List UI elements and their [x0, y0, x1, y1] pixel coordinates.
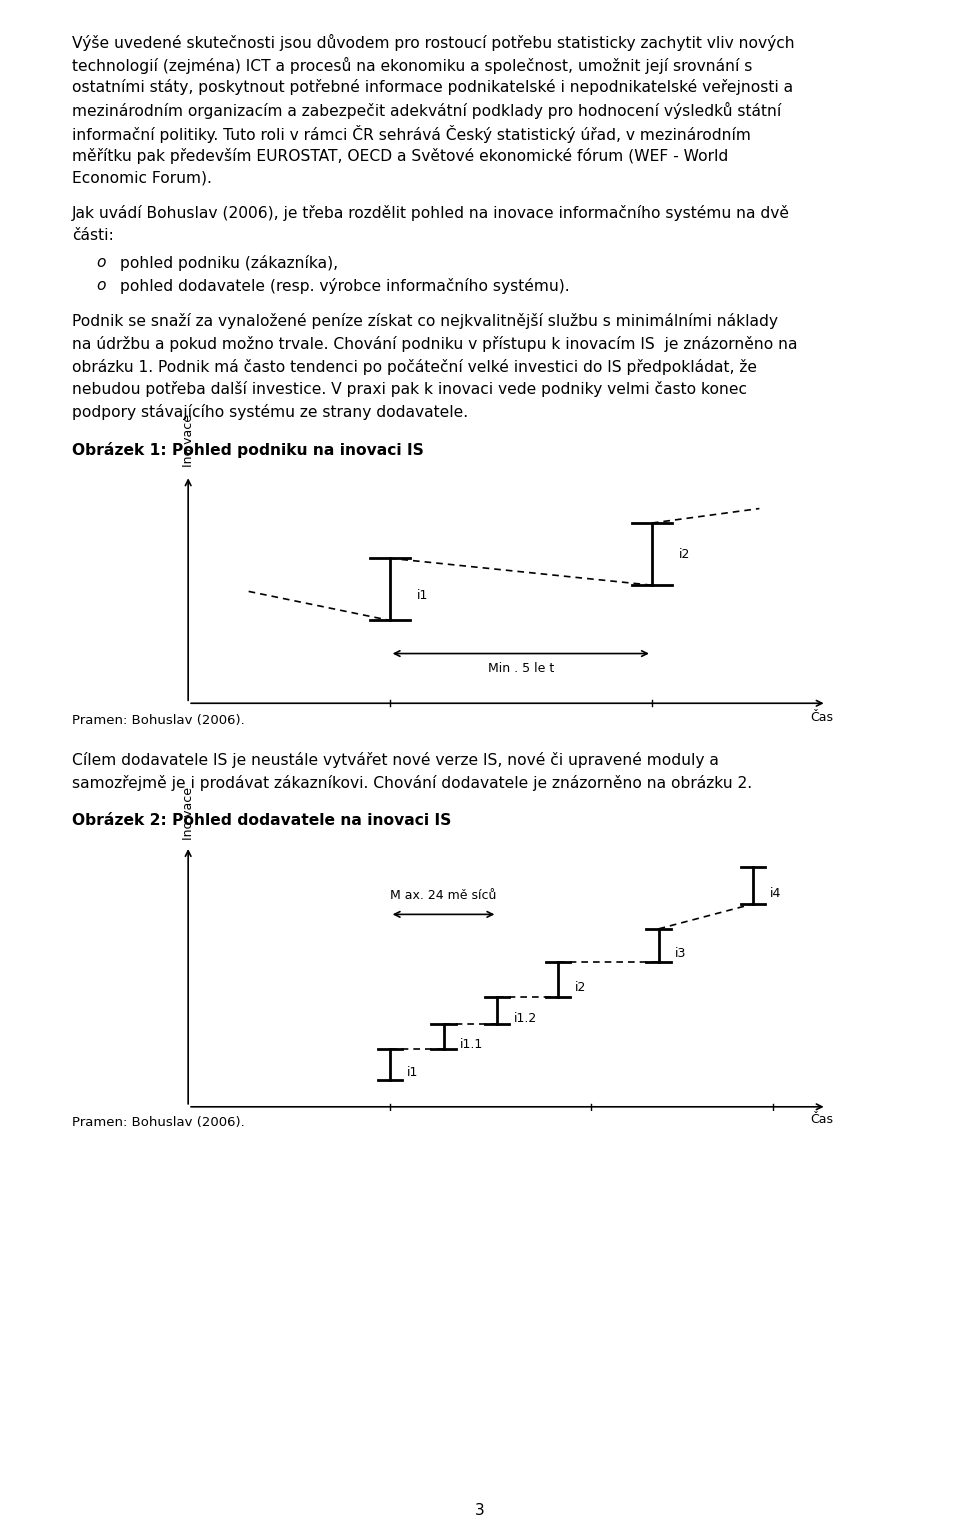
Text: ostatními státy, poskytnout potřebné informace podnikatelské i nepodnikatelské v: ostatními státy, poskytnout potřebné inf…	[72, 80, 793, 95]
Text: Ino vace: Ino vace	[181, 787, 195, 839]
Text: podpory stávajícího systému ze strany dodavatele.: podpory stávajícího systému ze strany do…	[72, 404, 468, 420]
Text: i3: i3	[676, 947, 686, 961]
Text: technologií (zejména) ICT a procesů na ekonomiku a společnost, umožnit její srov: technologií (zejména) ICT a procesů na e…	[72, 57, 753, 74]
Text: i2: i2	[679, 547, 690, 561]
Text: Obrázek 1: Pohled podniku na inovaci IS: Obrázek 1: Pohled podniku na inovaci IS	[72, 443, 424, 458]
Text: i2: i2	[574, 981, 586, 994]
Text: Cílem dodavatele IS je neustále vytvářet nové verze IS, nové či upravené moduly : Cílem dodavatele IS je neustále vytvářet…	[72, 752, 719, 768]
Text: Čas: Čas	[810, 710, 833, 724]
Text: Min . 5 le t: Min . 5 le t	[488, 662, 554, 675]
Text: obrázku 1. Podnik má často tendenci po počáteční velké investici do IS předpoklá: obrázku 1. Podnik má často tendenci po p…	[72, 358, 757, 375]
Text: pohled dodavatele (resp. výrobce informačního systému).: pohled dodavatele (resp. výrobce informa…	[120, 278, 569, 294]
Text: i1: i1	[417, 589, 428, 603]
Text: měřítku pak především EUROSTAT, OECD a Světové ekonomické fórum (WEF - World: měřítku pak především EUROSTAT, OECD a S…	[72, 148, 729, 163]
Text: Obrázek 2: Pohled dodavatele na inovaci IS: Obrázek 2: Pohled dodavatele na inovaci …	[72, 813, 451, 828]
Text: na údržbu a pokud možno trvale. Chování podniku v přístupu k inovacím IS  je zná: na údržbu a pokud možno trvale. Chování …	[72, 337, 798, 352]
Text: i1: i1	[407, 1067, 418, 1079]
Text: M ax. 24 mě síců: M ax. 24 mě síců	[391, 888, 496, 902]
Text: části:: části:	[72, 227, 113, 243]
Text: informační politiky. Tuto roli v rámci ČR sehrává Český statistický úřad, v mezi: informační politiky. Tuto roli v rámci Č…	[72, 124, 751, 143]
Text: Podnik se snaží za vynaložené peníze získat co nejkvalitnější službu s minimální: Podnik se snaží za vynaložené peníze zís…	[72, 314, 778, 329]
Text: Economic Forum).: Economic Forum).	[72, 171, 212, 186]
Text: i1.1: i1.1	[461, 1037, 484, 1051]
Text: Pramen: Bohuslav (2006).: Pramen: Bohuslav (2006).	[72, 715, 245, 727]
Text: mezinárodním organizacím a zabezpečit adekvátní podklady pro hodnocení výsledků : mezinárodním organizacím a zabezpečit ad…	[72, 101, 781, 118]
Text: nebudou potřeba další investice. V praxi pak k inovaci vede podniky velmi často : nebudou potřeba další investice. V praxi…	[72, 381, 747, 398]
Text: Pramen: Bohuslav (2006).: Pramen: Bohuslav (2006).	[72, 1116, 245, 1128]
Text: samozřejmě je i prodávat zákazníkovi. Chování dodavatele je znázorněno na obrázk: samozřejmě je i prodávat zákazníkovi. Ch…	[72, 775, 752, 792]
Text: Výše uvedené skutečnosti jsou důvodem pro rostoucí potřebu statisticky zachytit : Výše uvedené skutečnosti jsou důvodem pr…	[72, 34, 795, 51]
Text: i1.2: i1.2	[515, 1013, 538, 1025]
Text: pohled podniku (zákazníka),: pohled podniku (zákazníka),	[120, 255, 338, 272]
Text: 3: 3	[475, 1503, 485, 1519]
Text: Jak uvádí Bohuslav (2006), je třeba rozdělit pohled na inovace informačního syst: Jak uvádí Bohuslav (2006), je třeba rozd…	[72, 206, 790, 221]
Text: Čas: Čas	[810, 1113, 833, 1127]
Text: o: o	[96, 255, 106, 271]
Text: Ino vace: Ino vace	[181, 413, 195, 467]
Text: i4: i4	[769, 887, 780, 901]
Text: o: o	[96, 278, 106, 294]
